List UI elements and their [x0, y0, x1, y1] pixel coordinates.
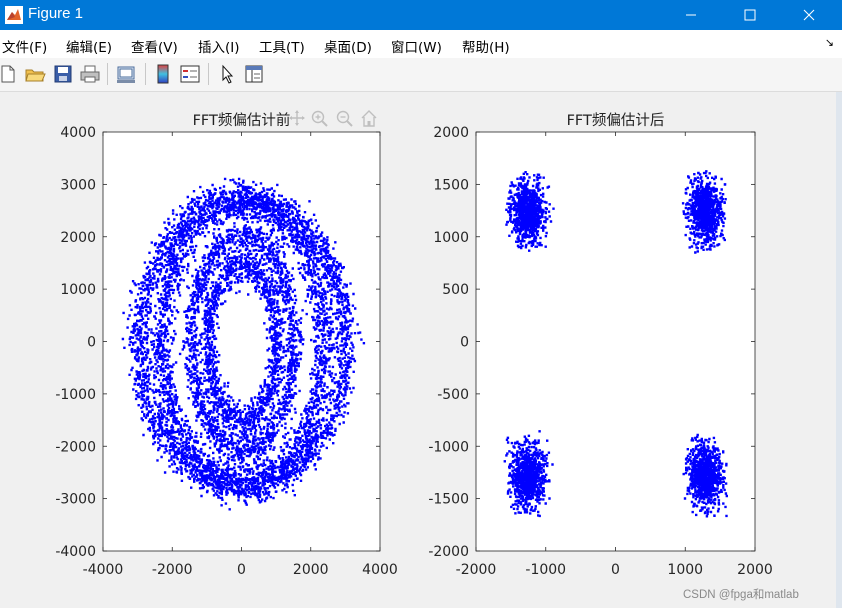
insert-colorbar-icon[interactable]: [152, 63, 174, 85]
y-tick-label: 0: [87, 335, 96, 351]
maximize-button[interactable]: [727, 0, 773, 30]
scatter-points: [121, 177, 366, 511]
zoom-in-icon[interactable]: [311, 110, 328, 127]
menu-window[interactable]: 窗口(W): [391, 40, 442, 56]
maximize-icon: [744, 9, 756, 21]
minimize-icon: [686, 14, 696, 16]
x-tick-label: 0: [611, 562, 620, 578]
window-title: Figure 1: [28, 5, 84, 22]
axes-after-points: [503, 170, 728, 518]
y-tick-label: 3000: [60, 177, 96, 193]
print-icon[interactable]: [79, 63, 101, 85]
new-file-icon[interactable]: [0, 63, 19, 85]
zoom-out-icon[interactable]: [336, 110, 353, 127]
x-tick-label: -1000: [525, 562, 566, 578]
axes-after-title: FFT频偏估计后: [567, 112, 665, 129]
x-tick-label: 1000: [667, 562, 703, 578]
y-tick-label: 4000: [60, 125, 96, 141]
axes-before-points: [121, 177, 366, 511]
x-tick-label: 4000: [362, 562, 398, 578]
toolbar-separator: [208, 63, 209, 85]
y-tick-label: 0: [460, 335, 469, 351]
watermark: CSDN @fpga和matlab: [683, 589, 799, 601]
y-tick-label: -500: [437, 387, 469, 403]
menu-tools[interactable]: 工具(T): [259, 40, 305, 56]
y-tick-label: 500: [442, 282, 469, 298]
axes-hover-toolbar[interactable]: [289, 110, 377, 127]
matlab-app-icon: [5, 6, 23, 24]
open-folder-icon[interactable]: [24, 63, 46, 85]
toolbar-separator: [145, 63, 146, 85]
y-tick-label: -4000: [55, 544, 96, 560]
close-icon: [803, 9, 815, 21]
pan-icon[interactable]: [289, 110, 305, 126]
edit-plot-pointer-icon[interactable]: [216, 63, 238, 85]
menu-insert[interactable]: 插入(I): [198, 40, 240, 56]
window-right-edge: [836, 92, 842, 608]
x-tick-label: -4000: [83, 562, 124, 578]
menu-help[interactable]: 帮助(H): [462, 40, 510, 56]
y-tick-label: -2000: [55, 439, 96, 455]
menu-edit[interactable]: 编辑(E): [66, 40, 113, 56]
x-tick-label: 0: [237, 562, 246, 578]
x-tick-label: 2000: [737, 562, 773, 578]
y-tick-label: -1000: [55, 387, 96, 403]
y-tick-label: -1000: [428, 439, 469, 455]
y-tick-label: 2000: [433, 125, 469, 141]
y-tick-label: 2000: [60, 230, 96, 246]
x-tick-label: -2000: [456, 562, 497, 578]
scatter-points: [503, 170, 728, 518]
axes-after[interactable]: -2000 -1000 0 1000 2000 -2000 -1500 -1000 -500 0 5…: [428, 112, 773, 578]
x-tick-label: -2000: [152, 562, 193, 578]
axes-before[interactable]: -4000 -2000 0 2000 4000 -4000 -3000 -2000 -1000 0…: [55, 112, 398, 578]
figure-toolbar: [0, 58, 842, 92]
y-tick-label: -1500: [428, 492, 469, 508]
x-tick-label: 2000: [293, 562, 329, 578]
home-icon[interactable]: [361, 110, 377, 127]
y-tick-label: 1500: [433, 177, 469, 193]
plots-svg: -4000 -2000 0 2000 4000 -4000 -3000 -2000 -1000 0…: [55, 110, 773, 578]
menu-desktop[interactable]: 桌面(D): [324, 40, 372, 56]
y-tick-label: -2000: [428, 544, 469, 560]
property-inspector-icon[interactable]: [243, 63, 265, 85]
y-tick-label: 1000: [433, 230, 469, 246]
menu-file[interactable]: 文件(F): [2, 40, 48, 56]
menu-bar: 文件(F) 编辑(E) 查看(V) 插入(I) 工具(T) 桌面(D) 窗口(W…: [0, 30, 842, 58]
insert-legend-icon[interactable]: [179, 63, 201, 85]
dock-arrow-icon[interactable]: ↘: [824, 36, 834, 49]
minimize-button[interactable]: [668, 0, 714, 30]
save-icon[interactable]: [52, 63, 74, 85]
axes-before-ticks: -4000 -2000 0 2000 4000 -4000 -3000 -2000 -1000 0…: [55, 125, 398, 578]
y-tick-label: 1000: [60, 282, 96, 298]
link-plot-icon[interactable]: [115, 63, 137, 85]
axes-before-title: FFT频偏估计前: [193, 112, 291, 129]
close-button[interactable]: [786, 0, 832, 30]
toolbar-separator: [107, 63, 108, 85]
axes-after-ticks: -2000 -1000 0 1000 2000 -2000 -1500 -1000 -500 0 5…: [428, 125, 773, 578]
title-bar: Figure 1: [0, 0, 842, 30]
y-tick-label: -3000: [55, 492, 96, 508]
figure-canvas: -4000 -2000 0 2000 4000 -4000 -3000 -2000 -1000 0…: [0, 92, 836, 608]
menu-view[interactable]: 查看(V): [131, 40, 178, 56]
